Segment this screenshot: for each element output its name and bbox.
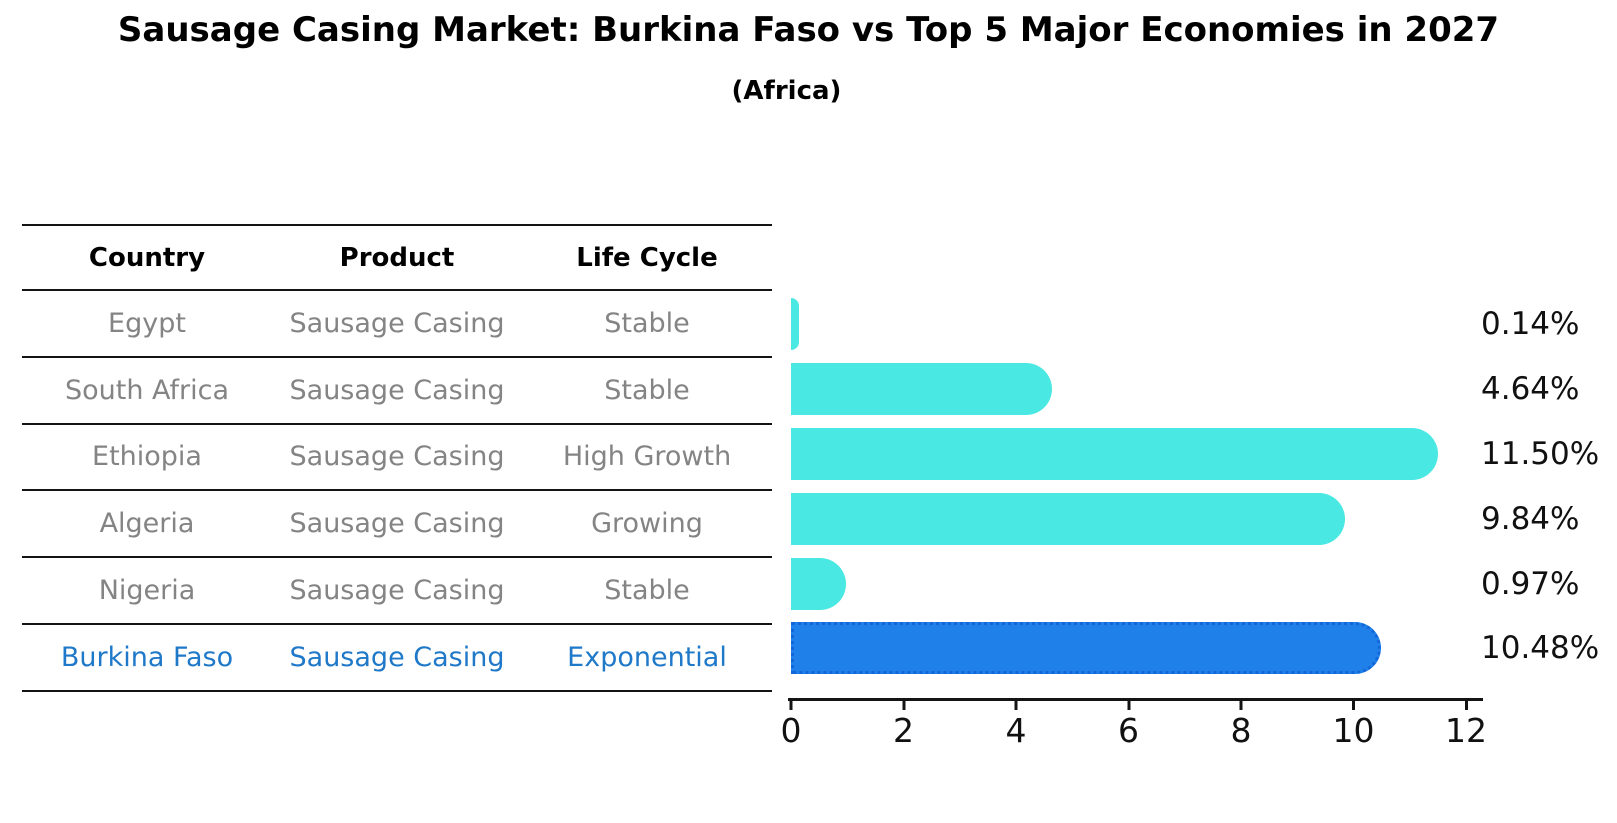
x-tick: 4 bbox=[1006, 701, 1027, 750]
tick-mark bbox=[1352, 701, 1355, 710]
x-tick: 6 bbox=[1118, 701, 1139, 750]
product-cell: Sausage Casing bbox=[289, 307, 505, 339]
chart-subtitle: (Africa) bbox=[731, 76, 842, 106]
product-cell: Sausage Casing bbox=[289, 575, 505, 607]
chart-title: Sausage Casing Market: Burkina Faso vs T… bbox=[117, 10, 1500, 50]
table-row: South Africa Sausage Casing Stable bbox=[22, 358, 772, 425]
country-cell: Burkina Faso bbox=[60, 641, 234, 673]
value-label: 11.50% bbox=[1481, 435, 1600, 472]
country-cell: Nigeria bbox=[98, 575, 196, 607]
country-cell: South Africa bbox=[64, 374, 230, 406]
x-axis-line bbox=[788, 698, 1483, 701]
x-tick-label: 8 bbox=[1230, 711, 1252, 750]
lifecycle-cell: Growing bbox=[591, 508, 703, 540]
lifecycle-cell: Stable bbox=[604, 307, 690, 339]
table-row: Algeria Sausage Casing Growing bbox=[22, 491, 772, 559]
value-label: 0.14% bbox=[1481, 306, 1580, 342]
bar bbox=[791, 298, 799, 350]
lifecycle-cell: Exponential bbox=[567, 641, 727, 673]
tick-mark bbox=[789, 701, 793, 710]
country-table: Country Product Life Cycle Egypt Sausage… bbox=[22, 224, 772, 692]
x-tick-label: 6 bbox=[1118, 711, 1139, 750]
x-axis-ticks: 0 2 4 6 8 10 12 bbox=[781, 701, 1487, 761]
lifecycle-cell: Stable bbox=[604, 575, 690, 607]
bar-row bbox=[791, 492, 1466, 545]
lifecycle-cell: Stable bbox=[604, 374, 690, 406]
x-tick: 12 bbox=[1445, 701, 1487, 750]
table-row: Nigeria Sausage Casing Stable bbox=[22, 558, 772, 625]
tick-mark bbox=[902, 701, 905, 710]
bar bbox=[791, 622, 1381, 675]
bar-row bbox=[791, 298, 1466, 350]
value-label: 0.97% bbox=[1481, 565, 1580, 602]
bar-row-burkina-faso bbox=[791, 622, 1466, 675]
value-labels: 0.14% 4.64% 11.50% 9.84% 0.97% 10.48% bbox=[1481, 298, 1611, 674]
x-tick: 2 bbox=[893, 701, 914, 750]
x-tick-label: 0 bbox=[780, 711, 802, 750]
bar-row bbox=[791, 362, 1466, 415]
bar bbox=[791, 427, 1438, 480]
tick-mark bbox=[1239, 701, 1243, 710]
header-cell-country: Country bbox=[88, 242, 206, 273]
product-cell: Sausage Casing bbox=[289, 508, 505, 540]
bar bbox=[791, 492, 1345, 545]
x-tick-label: 2 bbox=[893, 711, 914, 750]
country-cell: Egypt bbox=[108, 307, 186, 339]
x-tick-label: 12 bbox=[1445, 711, 1487, 750]
tick-mark bbox=[1127, 701, 1130, 710]
tick-mark bbox=[1014, 701, 1018, 710]
table-row: Egypt Sausage Casing Stable bbox=[22, 291, 772, 358]
value-label: 10.48% bbox=[1481, 630, 1600, 667]
header-cell-lifecycle: Life Cycle bbox=[576, 242, 718, 273]
table-header-row: Country Product Life Cycle bbox=[22, 226, 772, 291]
x-tick: 0 bbox=[781, 701, 802, 750]
product-cell: Sausage Casing bbox=[289, 374, 505, 406]
bar bbox=[791, 557, 846, 610]
value-label: 4.64% bbox=[1481, 370, 1580, 407]
x-tick: 8 bbox=[1231, 701, 1252, 750]
country-cell: Algeria bbox=[99, 508, 195, 540]
x-tick-label: 4 bbox=[1005, 711, 1027, 750]
country-cell: Ethiopia bbox=[92, 441, 202, 473]
bar bbox=[791, 362, 1052, 415]
lifecycle-cell: High Growth bbox=[562, 441, 732, 473]
tick-mark bbox=[1464, 701, 1468, 710]
header-cell-product: Product bbox=[339, 242, 455, 273]
product-cell: Sausage Casing bbox=[289, 641, 505, 673]
table-row: Ethiopia Sausage Casing High Growth bbox=[22, 425, 772, 492]
x-tick: 10 bbox=[1333, 701, 1375, 750]
bar-chart bbox=[791, 298, 1466, 675]
table-row-burkina-faso: Burkina Faso Sausage Casing Exponential bbox=[22, 625, 772, 692]
x-tick-label: 10 bbox=[1332, 711, 1375, 750]
product-cell: Sausage Casing bbox=[289, 441, 505, 473]
bar-row bbox=[791, 557, 1466, 610]
bar-row bbox=[791, 427, 1466, 480]
value-label: 9.84% bbox=[1481, 500, 1580, 537]
